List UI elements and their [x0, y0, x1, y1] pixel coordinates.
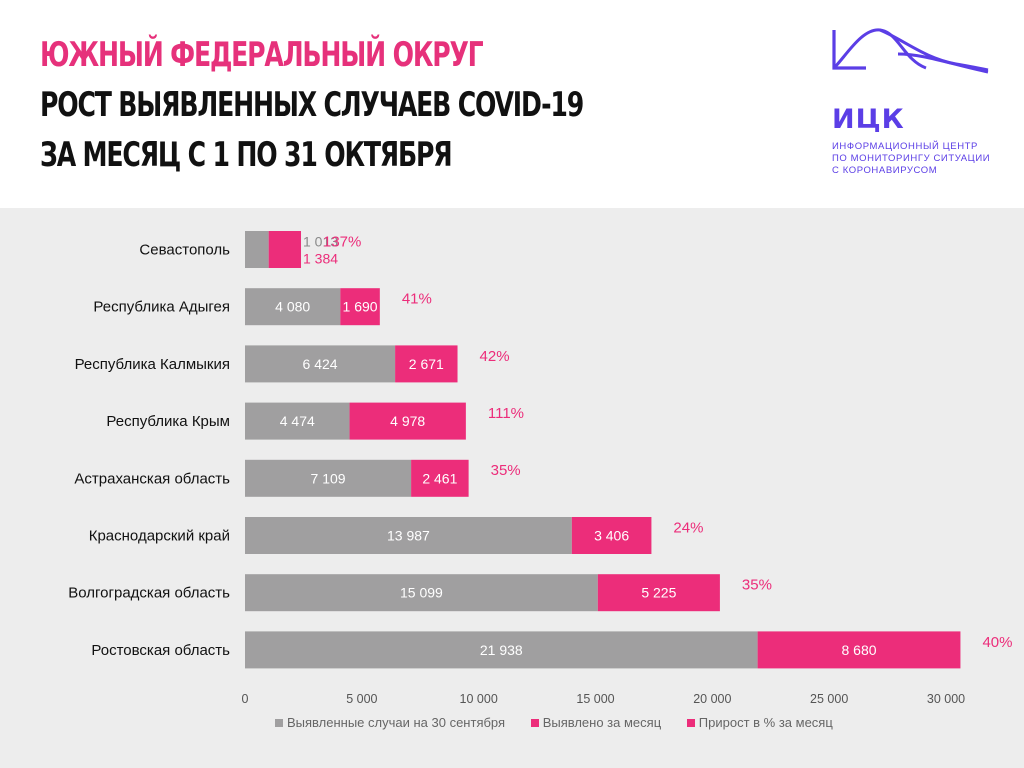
data-label-baseline: 13 987 [387, 528, 430, 544]
legend-label: Прирост в % за месяц [698, 715, 833, 730]
data-label-growth: 24% [673, 519, 703, 536]
data-label-new-cases: 1 384 [303, 251, 338, 267]
legend-label: Выявленные случаи на 30 сентября [287, 715, 506, 730]
category-label: Волгоградская область [68, 585, 230, 602]
logo: ИЦК ИНФОРМАЦИОННЫЙ ЦЕНТР ПО МОНИТОРИНГУ … [828, 26, 998, 176]
category-label: Астраханская область [74, 470, 230, 487]
logo-subtitle-line: ПО МОНИТОРИНГУ СИТУАЦИИ [832, 153, 991, 164]
x-tick-label: 25 000 [810, 692, 848, 706]
data-label-baseline: 7 109 [311, 470, 346, 486]
x-tick-label: 0 [242, 692, 249, 706]
legend-swatch-pink [686, 719, 695, 727]
x-tick-label: 30 000 [927, 692, 965, 706]
bar-baseline [245, 517, 572, 554]
data-label-baseline: 15 099 [400, 585, 443, 601]
bar-baseline [245, 402, 350, 440]
x-tick-label: 10 000 [460, 692, 498, 706]
bar-baseline [245, 288, 341, 326]
region-title: ЮЖНЫЙ ФЕДЕРАЛЬНЫЙ ОКРУГ [40, 35, 484, 75]
bar-new-cases [757, 631, 961, 669]
legend-item-growth: Прирост в % за месяц [686, 715, 833, 730]
data-label-new-cases: 4 978 [390, 413, 425, 429]
bar-new-cases [268, 231, 302, 268]
chart-legend: Выявленные случаи на 30 сентября Выявлен… [275, 715, 855, 730]
legend-item-baseline: Выявленные случаи на 30 сентября [275, 715, 505, 730]
data-label-growth: 111% [488, 405, 524, 422]
bar-new-cases [340, 288, 380, 326]
data-label-growth: 40% [982, 634, 1012, 651]
data-label-growth: 41% [402, 291, 432, 308]
bar-baseline [245, 459, 412, 497]
category-label: Ростовская область [91, 642, 230, 659]
data-label-new-cases: 2 671 [409, 356, 444, 372]
data-label-baseline: 6 424 [303, 356, 338, 372]
data-label-growth: 35% [742, 577, 772, 594]
data-label-growth: 35% [491, 462, 521, 479]
x-tick-label: 15 000 [576, 692, 614, 706]
data-label-new-cases: 3 406 [594, 528, 629, 544]
data-label-new-cases: 2 461 [422, 470, 457, 486]
logo-wave-icon [832, 28, 989, 74]
data-label-baseline: 4 474 [280, 413, 315, 429]
chart-area: Севастополь 1 013 1 384 137% Республика Адыг… [0, 208, 1024, 768]
bar-new-cases [571, 517, 652, 554]
bar-new-cases [597, 574, 720, 612]
header: ЮЖНЫЙ ФЕДЕРАЛЬНЫЙ ОКРУГ РОСТ ВЫЯВЛЕННЫХ … [0, 0, 1024, 208]
category-label: Севастополь [139, 242, 230, 259]
legend-item-new-cases: Выявлено за месяц [530, 715, 662, 730]
data-label-new-cases: 8 680 [842, 642, 877, 658]
bar-baseline [245, 631, 758, 669]
legend-label: Выявлено за месяц [542, 715, 662, 730]
chart-title: РОСТ ВЫЯВЛЕННЫХ СЛУЧАЕВ COVID-19 [40, 85, 584, 125]
bar-new-cases [395, 345, 458, 383]
legend-swatch-pink [530, 719, 539, 727]
logo-subtitle-line: С КОРОНАВИРУСОМ [832, 165, 938, 176]
bar-new-cases [411, 459, 469, 497]
data-label-new-cases: 1 690 [343, 299, 378, 315]
legend-swatch-gray [275, 719, 283, 727]
bar-baseline [245, 574, 598, 612]
data-label-baseline: 1 013 [303, 234, 338, 250]
logo-subtitle-line: ИНФОРМАЦИОННЫЙ ЦЕНТР [832, 141, 978, 152]
data-label-baseline: 21 938 [480, 642, 523, 658]
data-label-growth: 42% [480, 348, 510, 365]
bar-baseline [245, 231, 269, 268]
chart-subtitle: ЗА МЕСЯЦ С 1 ПО 31 ОКТЯБРЯ [40, 135, 453, 175]
data-label-new-cases: 5 225 [641, 585, 676, 601]
data-label-growth: 137% [323, 233, 361, 250]
data-label-baseline: 4 080 [275, 299, 310, 315]
category-label: Краснодарский край [89, 528, 230, 545]
bar-baseline [245, 345, 396, 383]
logo-subtitle: ИНФОРМАЦИОННЫЙ ЦЕНТР ПО МОНИТОРИНГУ СИТУ… [832, 141, 990, 177]
category-label: Республика Калмыкия [75, 356, 230, 373]
category-label: Республика Адыгея [93, 299, 230, 316]
category-label: Республика Крым [106, 413, 230, 430]
logo-abbreviation: ИЦК [832, 104, 905, 135]
bar-new-cases [349, 402, 466, 440]
x-tick-label: 20 000 [693, 692, 731, 706]
x-tick-label: 5 000 [346, 692, 377, 706]
